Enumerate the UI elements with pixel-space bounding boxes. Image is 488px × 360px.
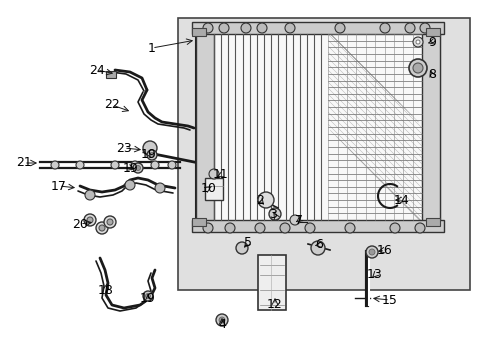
Circle shape: [334, 23, 345, 33]
Circle shape: [99, 225, 105, 231]
Bar: [192, 218, 205, 226]
Text: 19: 19: [141, 148, 157, 162]
Circle shape: [168, 161, 176, 169]
Circle shape: [131, 161, 139, 169]
Circle shape: [142, 291, 153, 301]
Circle shape: [408, 59, 426, 77]
Circle shape: [104, 216, 116, 228]
Circle shape: [145, 293, 150, 298]
Circle shape: [404, 23, 414, 33]
Circle shape: [412, 63, 422, 73]
Circle shape: [135, 166, 140, 171]
Bar: [192, 220, 443, 232]
Circle shape: [254, 223, 264, 233]
Text: 24: 24: [89, 63, 104, 77]
Circle shape: [219, 317, 224, 323]
Circle shape: [268, 208, 281, 220]
Bar: [192, 28, 205, 36]
Circle shape: [216, 314, 227, 326]
Text: 6: 6: [314, 238, 322, 252]
Bar: [425, 218, 439, 226]
Text: 13: 13: [366, 269, 382, 282]
Circle shape: [241, 23, 250, 33]
Circle shape: [365, 246, 377, 258]
Bar: [178, 18, 469, 290]
Circle shape: [414, 223, 424, 233]
Circle shape: [258, 192, 273, 208]
Circle shape: [257, 23, 266, 33]
Circle shape: [76, 161, 84, 169]
Text: 12: 12: [266, 298, 282, 311]
Bar: [192, 22, 443, 34]
Text: 16: 16: [376, 243, 392, 256]
Circle shape: [147, 150, 157, 160]
Text: 5: 5: [244, 237, 251, 249]
Circle shape: [155, 183, 164, 193]
Circle shape: [208, 169, 219, 179]
Text: 17: 17: [51, 180, 67, 193]
Text: 7: 7: [294, 213, 303, 226]
Circle shape: [379, 23, 389, 33]
Text: 15: 15: [381, 293, 397, 306]
Text: 19: 19: [123, 162, 139, 175]
Circle shape: [280, 223, 289, 233]
Text: 4: 4: [218, 319, 225, 332]
Circle shape: [84, 214, 96, 226]
Text: 3: 3: [268, 208, 276, 221]
Circle shape: [305, 223, 314, 233]
Circle shape: [310, 241, 325, 255]
Circle shape: [224, 223, 235, 233]
Circle shape: [419, 23, 429, 33]
Circle shape: [149, 153, 154, 158]
Text: 10: 10: [201, 181, 217, 194]
Circle shape: [285, 23, 294, 33]
Circle shape: [412, 37, 422, 47]
Circle shape: [236, 242, 247, 254]
Text: 1: 1: [148, 41, 156, 54]
Bar: [196, 32, 214, 222]
Text: 11: 11: [213, 168, 228, 181]
Bar: [204, 178, 223, 200]
Circle shape: [389, 223, 399, 233]
Text: 18: 18: [98, 284, 114, 297]
Circle shape: [111, 161, 119, 169]
Circle shape: [125, 180, 135, 190]
Circle shape: [289, 215, 299, 225]
Text: 23: 23: [116, 141, 132, 154]
Bar: [258, 255, 285, 310]
Circle shape: [415, 40, 419, 44]
Text: 19: 19: [140, 292, 156, 305]
Text: 9: 9: [427, 36, 435, 49]
Bar: [421, 32, 439, 222]
Circle shape: [133, 163, 142, 173]
Circle shape: [96, 222, 108, 234]
Circle shape: [219, 23, 228, 33]
Bar: [425, 28, 439, 36]
Text: 2: 2: [256, 194, 264, 207]
Bar: [106, 71, 116, 78]
Circle shape: [151, 161, 159, 169]
Circle shape: [203, 23, 213, 33]
Text: 14: 14: [393, 194, 409, 207]
Circle shape: [368, 249, 374, 255]
Circle shape: [51, 161, 59, 169]
Circle shape: [203, 223, 213, 233]
Text: 20: 20: [72, 217, 88, 230]
Text: 21: 21: [16, 157, 32, 170]
Circle shape: [142, 141, 157, 155]
Bar: [196, 32, 439, 222]
Circle shape: [87, 217, 93, 223]
Text: 22: 22: [104, 99, 120, 112]
Circle shape: [85, 190, 95, 200]
Circle shape: [345, 223, 354, 233]
Circle shape: [107, 219, 113, 225]
Text: 8: 8: [427, 68, 435, 81]
